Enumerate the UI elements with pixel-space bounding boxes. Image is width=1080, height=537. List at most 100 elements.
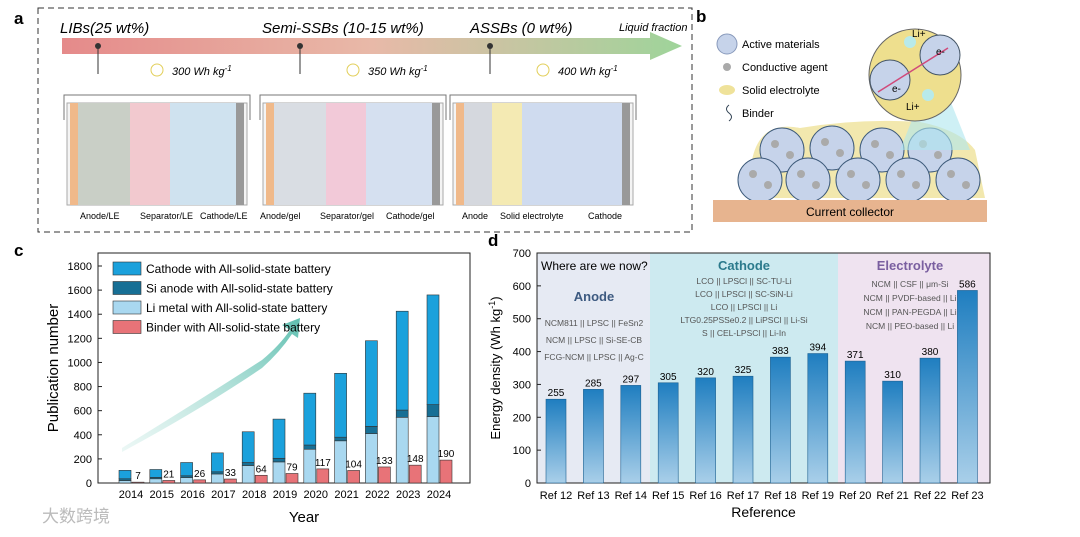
legend-swatch	[112, 281, 142, 295]
y-tick-label: 400	[513, 347, 531, 359]
bar-li-metal	[118, 480, 132, 484]
x-axis-label: Year	[289, 509, 319, 526]
legend-label: Li metal with All-solid-state battery	[146, 301, 327, 315]
bar-cathode	[241, 431, 255, 463]
configuration-label: NCM || PVDF-based || Li	[864, 293, 957, 303]
solid-electrolyte-icon	[719, 85, 735, 95]
bar-value-label: 380	[922, 347, 939, 358]
x-tick-label: 2024	[427, 489, 451, 501]
inset-e-right: e-	[936, 47, 945, 58]
pin-dot	[487, 43, 493, 49]
growth-arrow	[122, 318, 300, 452]
conductive-particle	[847, 170, 855, 178]
conductive-agent-icon	[723, 63, 731, 71]
y-tick-label: 100	[513, 445, 531, 457]
active-particle	[835, 157, 881, 203]
configuration-label: LCO || LPSCl || SC-TU-Li	[696, 276, 791, 286]
inset-li-bottom: Li+	[906, 102, 920, 113]
binder-value-label: 117	[315, 458, 331, 469]
cell-layer	[274, 103, 326, 205]
layer-label: Cathode	[588, 211, 622, 221]
liquid-fraction-arrow	[62, 32, 682, 60]
x-tick-label: Ref 21	[876, 490, 908, 502]
active-particle	[785, 157, 831, 203]
liquid-fraction-label: Liquid fraction	[619, 22, 688, 34]
legend-label: Cathode with All-solid-state battery	[146, 262, 331, 276]
energy-bar	[919, 357, 941, 484]
bar-li-metal	[211, 473, 224, 484]
current-collector-label: Current collector	[806, 205, 894, 219]
x-tick-label: Ref 16	[689, 490, 721, 502]
bar-si-anode	[241, 462, 255, 466]
y-tick-label: 800	[74, 382, 92, 394]
configuration-label: FCG-NCM || LPSC || Ag-C	[544, 352, 644, 362]
y-tick-label: 1400	[68, 309, 92, 321]
bar-cathode	[365, 340, 378, 427]
bar-cathode	[426, 294, 440, 405]
conductive-particle	[836, 149, 844, 157]
layer-label: Anode	[462, 211, 488, 221]
pin-dot	[297, 43, 303, 49]
x-tick-label: 2014	[119, 489, 143, 501]
bar-value-label: 305	[660, 372, 677, 383]
bar-cathode	[334, 372, 347, 438]
binder-value-label: 26	[194, 469, 206, 480]
bar-value-label: 320	[697, 367, 714, 378]
cell-layer	[326, 103, 366, 205]
binder-value-label: 21	[163, 469, 175, 480]
current-collector	[713, 200, 987, 222]
bar-binder	[162, 480, 176, 484]
panel-a-frame	[37, 7, 693, 233]
x-tick-label: Ref 19	[802, 490, 834, 502]
configuration-label: LCO || LPSCl || SC-SiN-Li	[695, 289, 793, 299]
legend-swatch	[112, 300, 142, 315]
binder-value-label: 64	[256, 464, 268, 475]
y-tick-label: 1600	[68, 285, 92, 297]
energy-bar	[882, 380, 903, 484]
conductive-particle	[912, 181, 920, 189]
x-tick-label: 2017	[211, 489, 235, 501]
active-particle	[809, 125, 855, 171]
conductive-particle	[934, 151, 942, 159]
x-tick-label: 2022	[365, 489, 389, 501]
bar-li-metal	[395, 416, 409, 484]
layer-label: Anode/gel	[260, 211, 301, 221]
circuit-wire	[63, 94, 251, 120]
annotation: Where are we now?	[541, 259, 648, 273]
binder-value-label: 79	[286, 462, 298, 473]
panel-d: d 0 100 200 300 400 500 600 700 Energy density (…	[487, 231, 991, 520]
energy-bar	[583, 389, 604, 484]
y-tick-label: 500	[513, 314, 531, 326]
lightbulb-icon	[536, 63, 550, 77]
conductive-particle	[821, 138, 829, 146]
bar-value-label: 255	[548, 388, 565, 399]
bar-value-label: 394	[809, 343, 826, 354]
conductive-particle	[897, 170, 905, 178]
inset-e-left: e-	[892, 84, 901, 95]
binder-icon	[726, 104, 732, 122]
bar-si-anode	[272, 457, 286, 463]
energy-bar	[657, 382, 679, 484]
group-title: Cathode	[718, 258, 770, 273]
energy-density: 300 Wh kg-1	[172, 64, 232, 78]
bar-li-metal	[272, 461, 286, 484]
bar-cathode	[118, 470, 132, 480]
active-particle	[737, 157, 783, 203]
binder-value-label: 190	[438, 449, 455, 460]
x-tick-label: Ref 18	[764, 490, 796, 502]
legend-label: Active materials	[742, 39, 820, 51]
panel-b: b Active materials Conductive agent Solid …	[696, 7, 987, 222]
y-tick-label: 0	[86, 478, 92, 490]
lightbulb-icon	[346, 63, 360, 77]
x-tick-label: Ref 17	[727, 490, 759, 502]
legend-label: Binder	[742, 108, 774, 120]
configuration-label: NCM || CSF || μm-Si	[871, 279, 948, 289]
y-tick-label: 200	[74, 454, 92, 466]
x-tick-label: Ref 20	[839, 490, 871, 502]
bar-binder	[439, 459, 453, 484]
binder-value-label: 133	[376, 456, 393, 467]
y-tick-label: 400	[74, 430, 92, 442]
panel-a-label: a	[14, 9, 24, 28]
anode-collector	[456, 103, 464, 205]
y-tick-label: 600	[74, 406, 92, 418]
